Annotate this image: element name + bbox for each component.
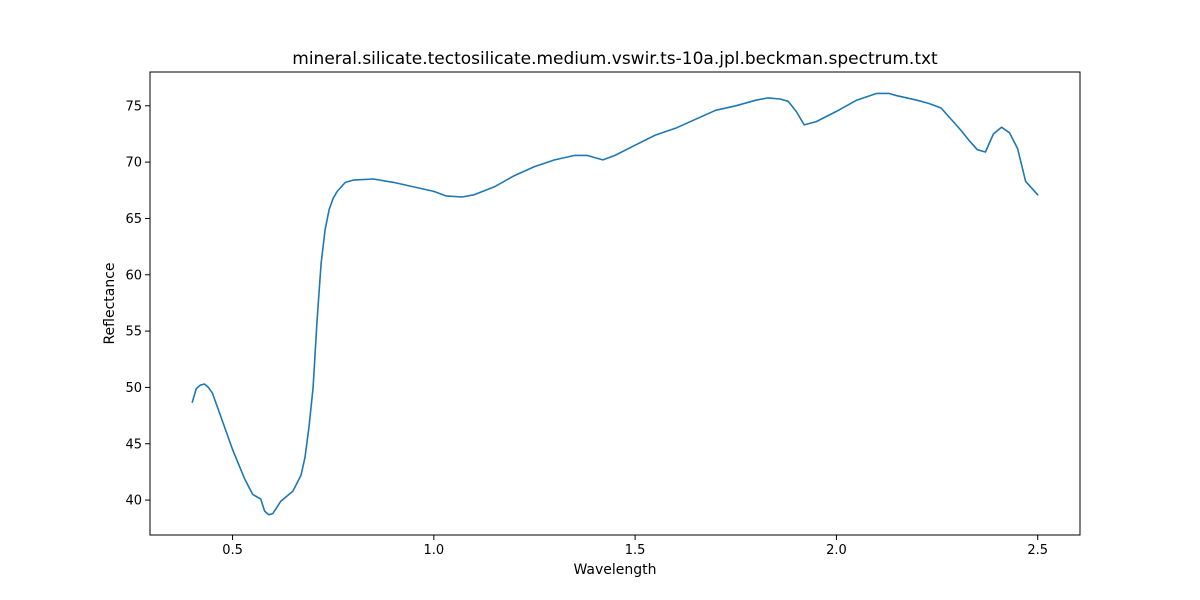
y-tick-label: 75: [125, 99, 142, 114]
y-axis: 40 45 50 55 60 65 70 75: [125, 99, 150, 509]
y-tick-label: 50: [125, 381, 142, 396]
x-axis-label: Wavelength: [573, 562, 656, 578]
plot-frame: [149, 71, 1081, 536]
x-tick-label: 1.5: [625, 543, 646, 558]
y-tick-label: 65: [125, 212, 142, 227]
plot-area: [150, 72, 1080, 535]
chart-title: mineral.silicate.tectosilicate.medium.vs…: [292, 49, 938, 69]
spectrum-line: [191, 92, 1039, 516]
y-tick-label: 55: [125, 325, 142, 340]
y-tick-label: 60: [125, 268, 142, 283]
y-tick-label: 40: [125, 494, 142, 509]
x-tick-label: 2.0: [826, 543, 847, 558]
x-tick-label: 2.5: [1027, 543, 1048, 558]
x-tick-label: 1.0: [423, 543, 444, 558]
y-tick-label: 70: [125, 156, 142, 171]
y-axis-label: Reflectance: [102, 262, 118, 344]
x-tick-label: 0.5: [222, 543, 243, 558]
y-tick-label: 45: [125, 437, 142, 452]
x-axis: 0.5 1.0 1.5 2.0 2.5: [222, 535, 1048, 558]
series-layer: [191, 92, 1039, 516]
